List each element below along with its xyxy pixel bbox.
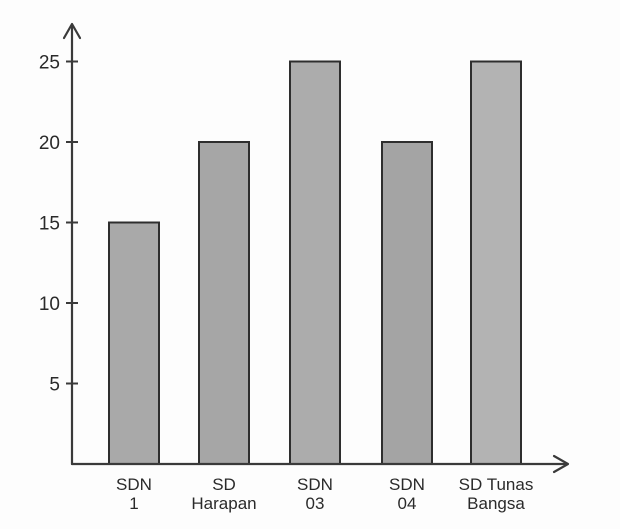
x-category-label-line: SDN [297,475,333,494]
bar-4 [381,141,433,465]
x-category-label: SDN 04 [389,475,425,513]
x-category-label-line: SD [212,475,236,494]
x-category-label: SDN 03 [297,475,333,513]
y-axis-arrow-icon [62,22,82,40]
x-category-label-line: 1 [129,494,138,513]
x-category-label-line: 04 [398,494,417,513]
y-ticks-group: 5 10 15 20 25 [39,53,78,396]
y-tick-label: 5 [49,375,60,396]
bar-2 [198,141,250,465]
x-category-label-line: Harapan [191,494,256,513]
x-category-label: SDN 1 [116,475,152,513]
x-category-label-line: Bangsa [467,494,525,513]
x-category-label-line: SDN [116,475,152,494]
y-tick-label: 10 [39,294,60,315]
x-category-label-line: SD Tunas [459,475,534,494]
y-tick-label: 20 [39,133,60,154]
y-tick-label: 15 [39,214,60,235]
x-category-label: SD Tunas Bangsa [459,475,534,513]
y-tick-label: 25 [39,53,60,74]
x-axis-arrow-icon [552,454,570,474]
bar-3 [289,60,341,465]
x-category-label: SD Harapan [191,475,256,513]
x-category-label-line: 03 [306,494,325,513]
bar-1 [108,221,160,465]
bar-5 [470,60,522,465]
bars-group [108,60,522,465]
axes-group [62,22,570,474]
x-category-label-line: SDN [389,475,425,494]
